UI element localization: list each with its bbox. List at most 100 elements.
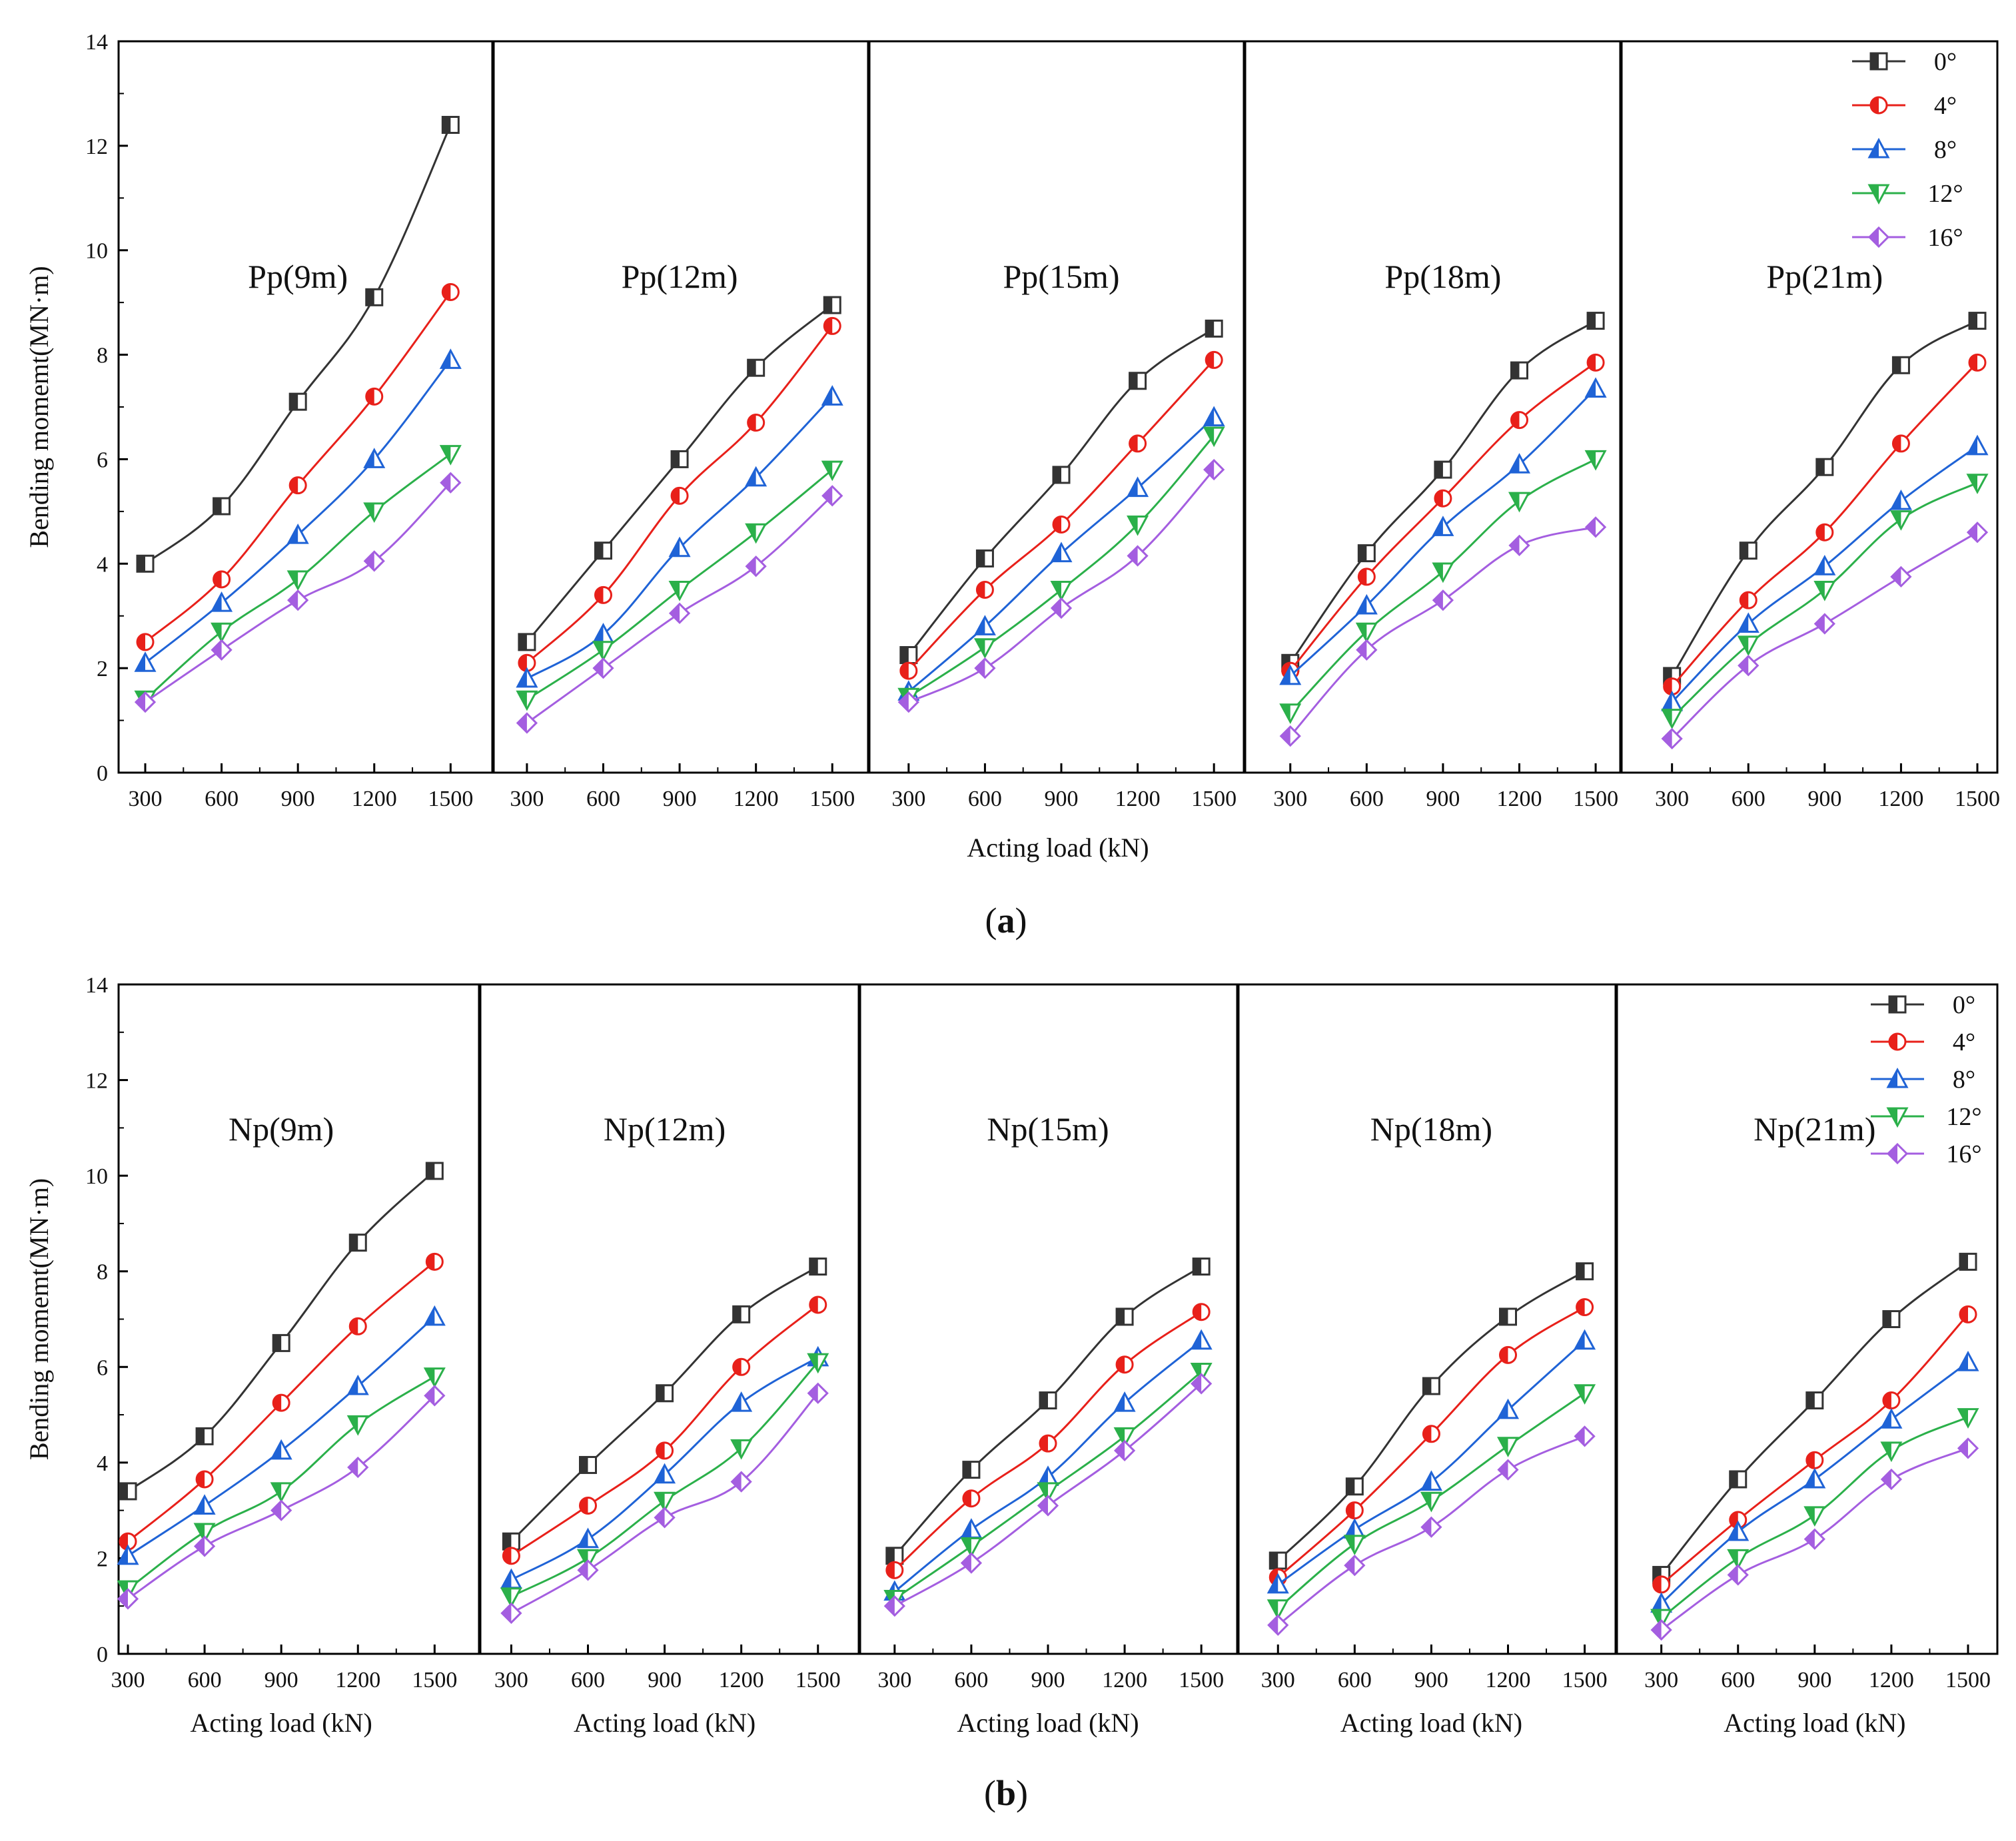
y-axis: 0 2 4 6 8 10 12 14 xyxy=(85,973,128,1667)
legend-item: 4° xyxy=(1852,92,1957,120)
data-point xyxy=(1267,1614,1289,1637)
data-point xyxy=(1737,635,1760,657)
data-point xyxy=(424,1385,446,1407)
x-tick-label: 900 xyxy=(1426,787,1460,811)
data-point xyxy=(823,296,841,314)
data-point xyxy=(1357,544,1376,563)
data-point xyxy=(962,1489,981,1508)
data-point xyxy=(1422,1377,1440,1395)
data-point xyxy=(668,536,691,557)
legend-marker xyxy=(1869,96,1888,115)
y-tick-label: 10 xyxy=(85,239,108,264)
legend-item: 12° xyxy=(1871,1103,1982,1131)
panel-title: Np(9m) xyxy=(229,1110,334,1148)
x-axis-title: Acting load (kN) xyxy=(1724,1708,1905,1738)
panel-Np(9m): Np(9m) xyxy=(117,1110,446,1610)
data-point xyxy=(1344,1555,1366,1577)
data-point xyxy=(363,448,386,468)
x-tick-label: 600 xyxy=(1338,1668,1372,1692)
panel-Pp(21m): Pp(21m) xyxy=(1661,258,1989,750)
legend-label: 4° xyxy=(1934,92,1957,120)
legend-label: 12° xyxy=(1927,180,1963,208)
x-tick-label: 300 xyxy=(510,787,544,811)
data-point xyxy=(1813,581,1836,601)
data-point xyxy=(668,602,691,624)
data-point xyxy=(668,581,691,601)
data-point xyxy=(885,1547,904,1565)
data-point xyxy=(1805,1391,1824,1410)
legend-label: 0° xyxy=(1953,991,1975,1019)
data-point xyxy=(1129,434,1147,453)
x-tick-label: 600 xyxy=(586,787,620,811)
data-point xyxy=(899,646,918,665)
data-point xyxy=(654,1507,676,1529)
panel-title: Pp(15m) xyxy=(1003,258,1120,295)
legend-label: 4° xyxy=(1953,1028,1975,1056)
data-point xyxy=(287,589,309,611)
data-point xyxy=(730,1391,753,1412)
data-point xyxy=(1279,664,1302,685)
panel-title: Pp(12m) xyxy=(622,258,738,295)
panel-title: Pp(9m) xyxy=(248,258,348,295)
data-point xyxy=(1727,1549,1750,1570)
data-point xyxy=(1434,460,1452,479)
data-point xyxy=(439,445,462,466)
legend-item: 0° xyxy=(1852,48,1957,76)
data-point xyxy=(1420,1470,1442,1491)
legend-item: 12° xyxy=(1852,180,1963,208)
y-tick-label: 2 xyxy=(97,1547,108,1571)
data-point xyxy=(365,387,384,406)
panel-Np(15m): Np(15m) xyxy=(883,1110,1213,1617)
data-point xyxy=(1729,1511,1748,1529)
data-point xyxy=(1496,1437,1520,1457)
data-point xyxy=(1037,1482,1059,1503)
data-point xyxy=(1739,542,1758,560)
legend-marker xyxy=(1886,1067,1909,1088)
data-point xyxy=(195,1427,214,1445)
legend: 0° 4° 8° 12° 16° xyxy=(1852,48,1963,252)
data-point xyxy=(193,1494,216,1515)
data-point xyxy=(1739,591,1758,609)
data-point xyxy=(1882,1391,1901,1410)
x-tick-label: 300 xyxy=(891,787,925,811)
data-point xyxy=(441,282,460,301)
data-point xyxy=(1203,458,1225,481)
data-point xyxy=(1584,377,1607,398)
x-tick-label: 1500 xyxy=(1179,1668,1224,1692)
legend-marker xyxy=(1867,184,1890,205)
data-point xyxy=(1880,1441,1903,1463)
data-point xyxy=(1357,567,1376,586)
data-point xyxy=(516,690,538,711)
x-tick-label: 300 xyxy=(494,1668,528,1692)
legend-marker xyxy=(1867,226,1890,248)
data-point xyxy=(1497,1459,1519,1481)
data-point xyxy=(286,570,309,591)
data-point xyxy=(1113,1427,1136,1448)
legend-label: 12° xyxy=(1946,1103,1981,1131)
data-point xyxy=(730,1439,753,1460)
data-point xyxy=(960,1518,983,1539)
data-point xyxy=(1510,361,1528,380)
legend-marker xyxy=(1888,1032,1907,1051)
panel-title: Np(21m) xyxy=(1754,1110,1875,1148)
panel-title: Np(15m) xyxy=(987,1110,1109,1148)
x-tick-label: 1200 xyxy=(734,787,779,811)
data-point xyxy=(1737,612,1760,633)
x-tick-label: 600 xyxy=(968,787,1002,811)
caption-letter: b xyxy=(996,1773,1016,1813)
legend-marker xyxy=(1886,1142,1909,1165)
x-tick-label: 1200 xyxy=(1497,787,1542,811)
data-point xyxy=(579,1455,597,1474)
y-tick-label: 14 xyxy=(85,30,108,55)
data-point xyxy=(1279,703,1302,724)
data-point xyxy=(1499,1345,1517,1364)
data-point xyxy=(1966,434,1989,456)
panel-title: Np(12m) xyxy=(604,1110,726,1148)
data-point xyxy=(134,651,157,672)
y-tick-label: 14 xyxy=(85,973,108,998)
data-point xyxy=(1957,1350,1979,1371)
data-point xyxy=(365,288,384,306)
legend-label: 8° xyxy=(1953,1066,1975,1094)
x-axis-title: Acting load (kN) xyxy=(1340,1708,1522,1738)
data-point xyxy=(1037,1495,1059,1517)
